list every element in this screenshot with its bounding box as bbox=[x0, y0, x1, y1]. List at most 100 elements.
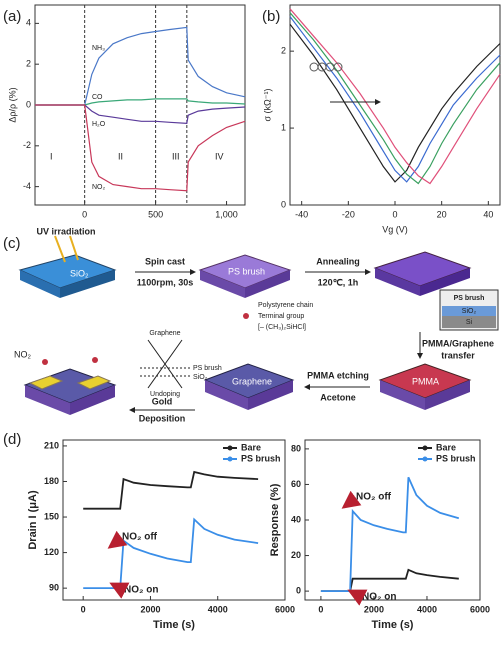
label: SiO₂ bbox=[193, 374, 208, 381]
label: Spin cast bbox=[145, 256, 185, 266]
cone-line bbox=[147, 339, 183, 389]
series-label: CO bbox=[92, 94, 103, 101]
x-tick-label: 6000 bbox=[275, 604, 295, 614]
x-tick-label: 0 bbox=[392, 209, 397, 219]
uv-ray bbox=[54, 235, 66, 263]
series-line bbox=[35, 104, 246, 125]
annotation-arrow bbox=[107, 530, 128, 549]
molecule bbox=[42, 359, 48, 365]
y-tick-label: 210 bbox=[44, 440, 59, 450]
x-tick-label: 20 bbox=[437, 209, 447, 219]
terminal-icon bbox=[243, 313, 249, 319]
series-line bbox=[289, 23, 501, 183]
substrate-side bbox=[420, 268, 470, 296]
substrate-side bbox=[200, 270, 245, 298]
legend-marker bbox=[422, 445, 428, 451]
y-tick-label: 0 bbox=[296, 585, 301, 595]
label: Graphene bbox=[149, 330, 180, 337]
x-tick-label: 0 bbox=[82, 209, 87, 219]
panel-label: (a) bbox=[3, 8, 21, 25]
y-tick-label: 120 bbox=[44, 547, 59, 557]
label: [– (CH₃)₂SiHCl] bbox=[258, 324, 306, 331]
plot-frame bbox=[289, 4, 501, 206]
uv-ray bbox=[69, 235, 79, 261]
y-axis-title: σ (kΩ⁻¹) bbox=[262, 88, 272, 121]
label: Acetone bbox=[320, 392, 356, 402]
y-axis-title: Response (%) bbox=[269, 483, 281, 556]
inset-layer bbox=[442, 316, 496, 328]
series-line bbox=[320, 476, 460, 592]
x-axis-title: Time (s) bbox=[153, 619, 195, 631]
panel-label: (b) bbox=[262, 8, 280, 25]
label: Polystyrene chain bbox=[258, 302, 313, 309]
label: PMMA/Graphene bbox=[422, 338, 494, 348]
substrate-side bbox=[25, 385, 70, 415]
label: PMMA bbox=[412, 376, 439, 386]
label: Annealing bbox=[316, 256, 360, 266]
inset-layer bbox=[442, 306, 496, 316]
y-tick-label: 60 bbox=[291, 479, 301, 489]
substrate-side bbox=[20, 270, 60, 298]
annotation: I bbox=[50, 151, 53, 161]
legend-label: Bare bbox=[241, 442, 261, 452]
y-axis-title: Drain I (μA) bbox=[27, 490, 39, 550]
label: transfer bbox=[441, 350, 475, 360]
y-tick-label: 180 bbox=[44, 476, 59, 486]
y-tick-label: 1 bbox=[281, 122, 286, 132]
legend-marker bbox=[227, 456, 233, 462]
label: SiO₂ bbox=[70, 268, 89, 278]
y-tick-label: 4 bbox=[26, 18, 31, 28]
y-tick-label: 80 bbox=[291, 443, 301, 453]
x-tick-label: -40 bbox=[295, 209, 308, 219]
substrate-side bbox=[375, 268, 420, 296]
plot-frame bbox=[62, 439, 286, 601]
x-tick-label: 4000 bbox=[417, 604, 437, 614]
x-tick-label: 6000 bbox=[470, 604, 490, 614]
x-axis-title: Time (s) bbox=[372, 619, 414, 631]
label: SiO₂ bbox=[462, 308, 477, 315]
schematic: (c) UV irradiation SiO₂ Spin cast 1100rp… bbox=[3, 226, 499, 423]
series-line bbox=[289, 8, 501, 185]
x-tick-label: 40 bbox=[483, 209, 493, 219]
series-line bbox=[35, 104, 246, 192]
label: Undoping bbox=[150, 391, 180, 398]
label: UV irradiation bbox=[36, 226, 95, 236]
legend-label: Bare bbox=[436, 442, 456, 452]
y-tick-label: -2 bbox=[23, 140, 31, 150]
x-tick-label: 0 bbox=[81, 604, 86, 614]
y-tick-label: 150 bbox=[44, 511, 59, 521]
label: Gold bbox=[152, 396, 173, 406]
legend-marker bbox=[227, 445, 233, 451]
annotation: II bbox=[118, 151, 123, 161]
gold-electrode bbox=[76, 375, 112, 390]
x-tick-label: 500 bbox=[148, 209, 163, 219]
series-label: NH₃ bbox=[92, 45, 105, 52]
label: Deposition bbox=[139, 413, 186, 423]
legend-label: PS brush bbox=[241, 453, 281, 463]
label: Si bbox=[466, 319, 473, 326]
panel-label: (c) bbox=[3, 235, 21, 252]
y-tick-label: 90 bbox=[49, 583, 59, 593]
substrate-side bbox=[425, 380, 470, 410]
x-tick-label: -20 bbox=[342, 209, 355, 219]
marker-circle bbox=[333, 62, 343, 72]
y-tick-label: 2 bbox=[281, 46, 286, 56]
annotation-arrow bbox=[109, 582, 130, 599]
y-tick-label: -4 bbox=[23, 181, 31, 191]
legend-marker bbox=[422, 456, 428, 462]
y-axis-title: Δρ/ρ (%) bbox=[7, 87, 17, 122]
x-axis-title: Vg (V) bbox=[382, 224, 408, 234]
legend-label: PS brush bbox=[436, 453, 476, 463]
annotation: NO₂ off bbox=[122, 532, 158, 543]
substrate-side bbox=[245, 270, 290, 298]
series-line bbox=[83, 470, 259, 510]
series-label: NO₂ bbox=[92, 184, 106, 191]
x-tick-label: 1,000 bbox=[215, 209, 238, 219]
y-tick-label: 20 bbox=[291, 550, 301, 560]
marker-circle bbox=[309, 62, 319, 72]
label: PS brush bbox=[454, 295, 485, 302]
annotation: NO₂ on bbox=[124, 585, 158, 596]
series-line bbox=[320, 568, 459, 592]
